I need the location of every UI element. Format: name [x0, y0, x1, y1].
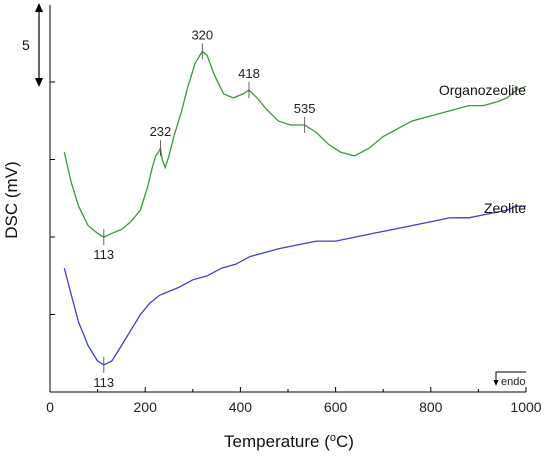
endo-label: endo: [501, 376, 525, 388]
x-tick-label: 1000: [510, 399, 541, 415]
x-tick-label: 0: [46, 399, 54, 415]
series-line-zeolite: [63, 205, 526, 366]
annotation-label: 535: [294, 101, 316, 116]
x-tick-label: 400: [229, 399, 253, 415]
annotation-layer: 113 232 320 418 535 113: [93, 27, 315, 389]
x-axis-title: Temperature (oC): [224, 432, 354, 451]
annotation-label: 113: [93, 375, 114, 390]
annotation-label: 320: [191, 27, 213, 42]
series-line-organozeolite: [63, 50, 527, 238]
y-axis: [50, 81, 55, 393]
x-axis: 0 200 400 600 800 1000: [46, 387, 542, 415]
y-scale-bar-label: 5: [22, 37, 30, 53]
x-tick-label: 600: [324, 399, 348, 415]
y-axis-title: DSC (mV): [2, 161, 21, 238]
y-scale-bar: 5: [22, 3, 43, 87]
x-tick-label: 800: [419, 399, 443, 415]
endo-indicator: endo: [493, 371, 526, 388]
annotation-label: 418: [238, 66, 260, 81]
series-label-organozeolite: Organozeolite: [439, 82, 526, 98]
annotation-label: 113: [93, 247, 114, 262]
x-tick-label: 200: [134, 399, 158, 415]
series-label-zeolite: Zeolite: [484, 200, 526, 216]
series-layer: [63, 50, 527, 366]
annotation-label: 232: [150, 124, 172, 139]
plot-area: [49, 5, 526, 393]
